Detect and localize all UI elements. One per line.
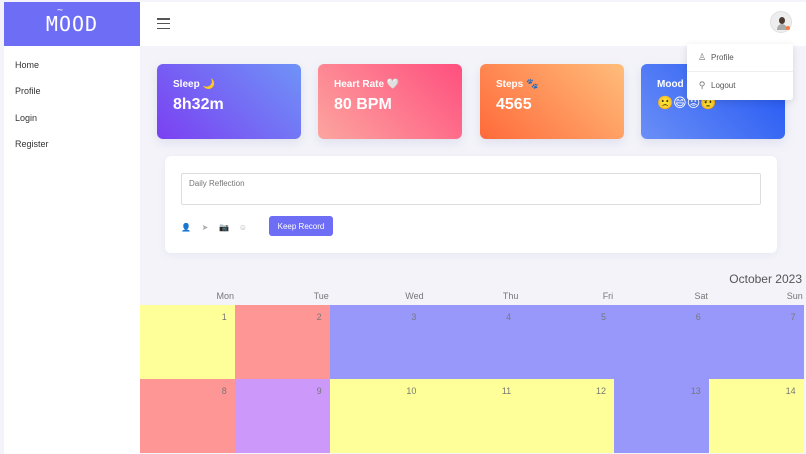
day-number: 9 xyxy=(316,386,322,396)
sidebar-item-profile[interactable]: Profile xyxy=(15,86,41,97)
weekday-mon: Mon xyxy=(216,291,234,301)
profile-dropdown: ♙ Profile ⚲ Logout xyxy=(687,44,793,100)
sleep-value: 8h32m xyxy=(173,96,224,113)
weekday-tue: Tue xyxy=(313,291,329,301)
day-number: 3 xyxy=(411,312,417,322)
camera-icon[interactable]: 📷 xyxy=(219,223,229,232)
avatar-body xyxy=(777,24,787,30)
sleep-title: Sleep 🌙 xyxy=(173,79,215,90)
sidebar-item-register[interactable]: Register xyxy=(15,138,49,149)
day-number: 7 xyxy=(790,312,796,322)
send-icon[interactable]: ➤ xyxy=(201,223,209,232)
calendar-day-8[interactable]: 8 xyxy=(140,379,235,453)
sidebar-item-login[interactable]: Login xyxy=(15,112,38,123)
mood-title: Mood xyxy=(657,79,684,90)
day-number: 8 xyxy=(221,386,227,396)
dropdown-item-logout[interactable]: ⚲ Logout xyxy=(687,71,793,98)
day-number: 11 xyxy=(501,386,512,396)
calendar-day-4[interactable]: 4 xyxy=(424,305,520,379)
logo[interactable]: ~ MOOD xyxy=(4,2,140,46)
calendar-day-12[interactable]: 12 xyxy=(519,379,614,453)
avatar[interactable] xyxy=(770,11,792,33)
sidebar-nav: Home Profile Login Register xyxy=(4,46,140,157)
status-dot xyxy=(786,26,790,30)
dropdown-item-label: Profile xyxy=(711,53,734,62)
keep-record-button[interactable]: Keep Record xyxy=(269,216,333,236)
day-number: 1 xyxy=(221,312,227,322)
dropdown-item-profile[interactable]: ♙ Profile xyxy=(687,44,793,71)
calendar-day-13[interactable]: 13 xyxy=(614,379,709,453)
weekday-wed: Wed xyxy=(405,291,424,301)
day-number: 2 xyxy=(316,312,322,322)
calendar-day-7[interactable]: 7 xyxy=(708,305,804,379)
day-number: 6 xyxy=(695,312,701,322)
heart-rate-card: Heart Rate 🤍 80 BPM xyxy=(318,64,462,139)
reflection-tools: 👤 ➤ 📷 ☺ xyxy=(181,223,248,232)
user-icon: ♙ xyxy=(698,52,707,62)
calendar-day-6[interactable]: 6 xyxy=(614,305,709,379)
top-bar xyxy=(140,2,806,46)
weekday-sat: Sat xyxy=(694,291,708,301)
calendar-month-title: October 2023 xyxy=(729,272,802,286)
calendar-day-5[interactable]: 5 xyxy=(519,305,614,379)
heart-rate-value: 80 BPM xyxy=(334,96,392,113)
reflection-panel: 👤 ➤ 📷 ☺ Keep Record xyxy=(165,156,777,253)
calendar-day-9[interactable]: 9 xyxy=(234,379,330,453)
heart-rate-title: Heart Rate 🤍 xyxy=(334,79,400,90)
smile-icon[interactable]: ☺ xyxy=(238,223,248,232)
avatar-head xyxy=(779,17,785,24)
key-icon: ⚲ xyxy=(698,79,706,90)
logo-text: MOOD xyxy=(45,12,99,36)
weekday-thu: Thu xyxy=(502,291,519,301)
calendar-day-14[interactable]: 14 xyxy=(708,379,804,453)
dropdown-item-label: Logout xyxy=(711,80,736,90)
day-number: 10 xyxy=(406,386,417,396)
steps-title: Steps 🐾 xyxy=(496,79,539,90)
day-number: 14 xyxy=(785,386,796,396)
daily-reflection-input[interactable] xyxy=(181,173,761,205)
menu-toggle-icon[interactable] xyxy=(157,18,170,29)
user-icon[interactable]: 👤 xyxy=(181,223,191,232)
steps-value: 4565 xyxy=(496,96,532,113)
day-number: 12 xyxy=(595,386,606,396)
calendar-day-2[interactable]: 2 xyxy=(234,305,330,379)
sidebar: ~ MOOD Home Profile Login Register xyxy=(4,2,140,454)
weekday-sun: Sun xyxy=(786,291,803,301)
calendar-day-10[interactable]: 10 xyxy=(329,379,425,453)
weekday-fri: Fri xyxy=(602,291,614,301)
day-number: 13 xyxy=(690,386,701,396)
calendar-day-11[interactable]: 11 xyxy=(424,379,520,453)
sleep-card: Sleep 🌙 8h32m xyxy=(157,64,301,139)
day-number: 4 xyxy=(506,312,512,322)
steps-card: Steps 🐾 4565 xyxy=(480,64,624,139)
sidebar-item-home[interactable]: Home xyxy=(15,60,40,70)
logo-mark: ~ xyxy=(57,5,65,16)
calendar-day-3[interactable]: 3 xyxy=(329,305,425,379)
calendar-day-1[interactable]: 1 xyxy=(140,305,235,379)
day-number: 5 xyxy=(600,312,606,322)
